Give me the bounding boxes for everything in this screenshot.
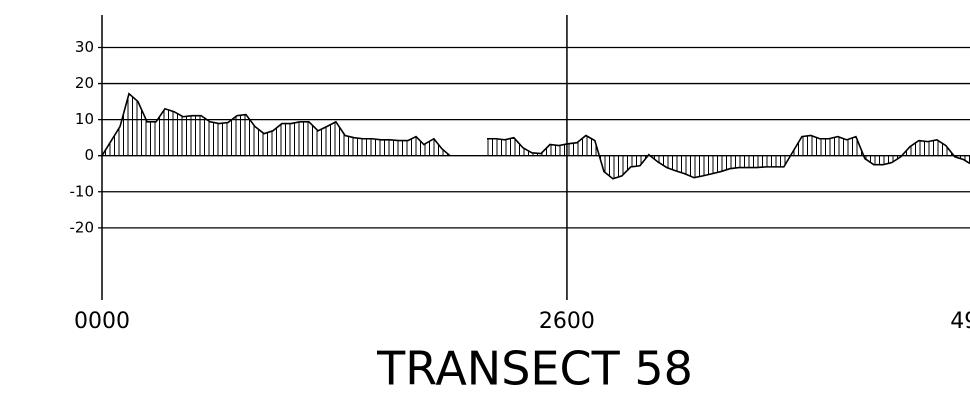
profile-line xyxy=(101,92,970,180)
x-tick-label: 2600 xyxy=(539,309,595,334)
y-tick-label: -10 xyxy=(70,182,95,200)
y-tick-label: 20 xyxy=(75,74,94,92)
y-tick-label: 10 xyxy=(75,110,94,128)
x-tick-label: 4900 xyxy=(950,309,970,334)
area-hatch xyxy=(102,93,970,179)
chart-title: TRANSECT 58 xyxy=(376,342,693,396)
y-tick-label: 0 xyxy=(84,146,94,164)
y-tick-label: 30 xyxy=(75,38,94,56)
y-tick-label: -20 xyxy=(70,218,95,236)
x-tick-label: 0000 xyxy=(74,309,130,334)
